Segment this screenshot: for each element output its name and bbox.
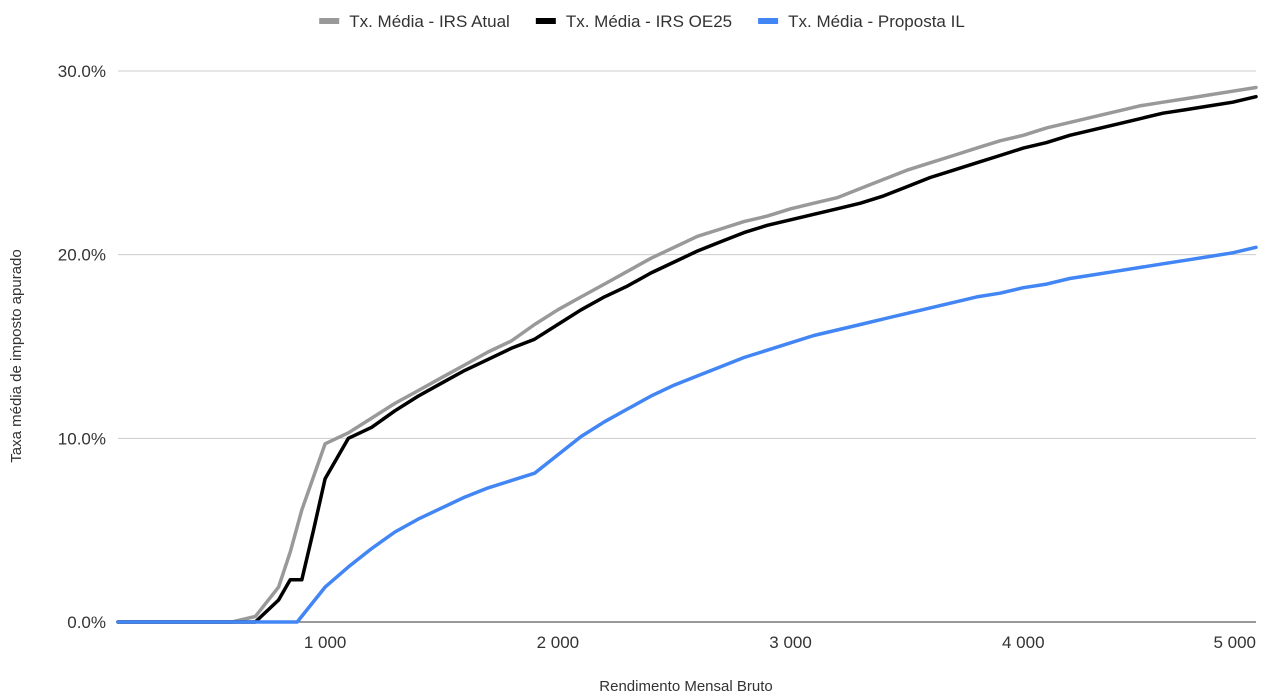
y-tick-label: 20.0% bbox=[58, 246, 106, 265]
legend: Tx. Média - IRS Atual Tx. Média - IRS OE2… bbox=[319, 12, 965, 31]
x-axis-title: Rendimento Mensal Bruto bbox=[599, 678, 772, 692]
x-tick-label: 1 000 bbox=[304, 633, 347, 652]
y-tick-label: 30.0% bbox=[58, 62, 106, 81]
legend-swatch bbox=[758, 18, 779, 24]
legend-label: Tx. Média - IRS OE25 bbox=[566, 12, 732, 31]
gridlines bbox=[118, 70, 1256, 623]
x-tick-label: 2 000 bbox=[537, 633, 580, 652]
y-tick-label: 10.0% bbox=[58, 429, 106, 448]
legend-label: Tx. Média - Proposta IL bbox=[788, 12, 965, 31]
legend-label: Tx. Média - IRS Atual bbox=[349, 12, 510, 31]
legend-swatch bbox=[535, 18, 556, 24]
y-axis-ticks: 0.0% 10.0% 20.0% 30.0% bbox=[58, 62, 106, 632]
series-line-3 bbox=[116, 245, 1258, 624]
legend-swatch bbox=[319, 18, 340, 24]
y-tick-label: 0.0% bbox=[67, 613, 106, 632]
series-line-1 bbox=[116, 85, 1258, 624]
series-line-2 bbox=[116, 94, 1258, 624]
y-axis-title: Taxa média de imposto apurado bbox=[8, 249, 25, 462]
x-tick-label: 3 000 bbox=[769, 633, 812, 652]
x-tick-label: 4 000 bbox=[1002, 633, 1045, 652]
series-lines bbox=[116, 85, 1258, 624]
x-axis-ticks: 1 000 2 000 3 000 4 000 5 000 bbox=[304, 633, 1256, 652]
x-tick-label: 5 000 bbox=[1213, 633, 1256, 652]
